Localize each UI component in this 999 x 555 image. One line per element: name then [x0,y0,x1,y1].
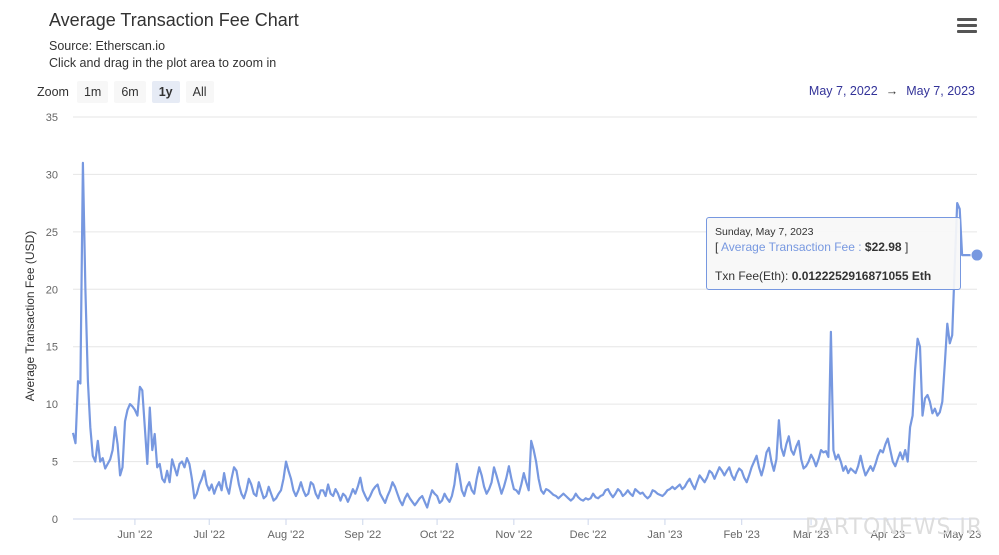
x-tick-label: Dec '22 [570,529,607,541]
tooltip-value: $22.98 [864,240,902,254]
y-axis-label: Average Transaction Fee (USD) [23,231,37,402]
y-tick-label: 30 [46,169,58,181]
tooltip: Sunday, May 7, 2023 [ Average Transactio… [706,217,961,290]
date-range: May 7, 2022 → May 7, 2023 [809,84,975,98]
x-tick-label: Jan '23 [647,529,682,541]
x-tick-label: Apr '23 [871,529,906,541]
x-tick-label: Jun '22 [117,529,152,541]
x-tick-label: Oct '22 [420,529,455,541]
x-tick-label: Jul '22 [193,529,224,541]
source-text: Source: Etherscan.io [49,39,166,53]
y-tick-label: 35 [46,112,58,124]
highlight-point[interactable] [970,248,984,262]
watermark-text: PARTONEWS.IR [805,515,984,540]
x-tick-label: Mar '23 [793,529,829,541]
zoom-6m-button[interactable]: 6m [114,81,146,103]
y-tick-label: 20 [46,284,58,296]
y-tick-label: 25 [46,227,58,239]
range-arrow-icon: → [885,84,899,98]
tooltip-close-bracket: ] [904,240,909,254]
range-from-input[interactable]: May 7, 2022 [808,84,878,98]
zoom-controls: Zoom 1m 6m 1y All [37,81,214,103]
tooltip-date: Sunday, May 7, 2023 [715,226,814,238]
zoom-1y-button[interactable]: 1y [151,81,180,103]
tooltip-fee-line: Txn Fee(Eth): 0.0122252916871055 Eth [715,269,931,283]
y-tick-label: 0 [52,514,58,526]
tooltip-value-line: [ Average Transaction Fee : $22.98 ] [715,240,908,254]
x-tick-label: Aug '22 [268,529,305,541]
hamburger-menu-icon[interactable] [957,18,977,34]
grid-lines [73,116,977,520]
range-to-input[interactable]: May 7, 2023 [906,84,975,98]
x-tick-label: Nov '22 [495,529,532,541]
zoom-all-button[interactable]: All [185,81,214,103]
tooltip-series-name: Average Transaction Fee : [721,240,862,254]
y-tick-label: 10 [46,399,58,411]
tooltip-fee-label: Txn Fee(Eth): [715,269,789,283]
zoom-1m-button[interactable]: 1m [76,81,109,103]
chart-subtitle: Source: Etherscan.io Click and drag in t… [49,38,276,72]
zoom-label: Zoom [37,85,69,99]
x-tick-label: Sep '22 [344,529,381,541]
x-axis-ticks: Jun '22 Jul '22 Aug '22 Sep '22 Oct '22 Nov '… [73,518,981,541]
series-line[interactable] [71,161,977,509]
x-tick-label: Feb '23 [724,529,760,541]
tooltip-open-bracket: [ [715,240,719,254]
x-tick-label: May '23 [943,529,981,541]
chart-title: Average Transaction Fee Chart [49,10,299,30]
tooltip-fee-value: 0.0122252916871055 Eth [791,269,932,283]
y-tick-label: 5 [52,457,58,469]
zoom-hint-text: Click and drag in the plot area to zoom … [49,56,277,70]
y-axis-ticks: 0 5 10 15 20 25 30 35 [46,112,58,526]
y-tick-label: 15 [46,342,58,354]
